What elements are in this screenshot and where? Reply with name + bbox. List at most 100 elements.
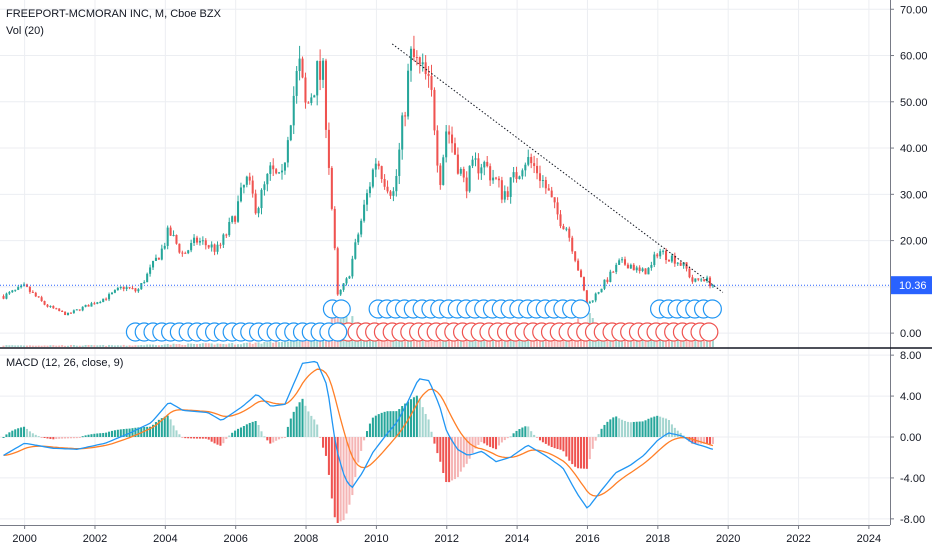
volume-bar bbox=[46, 345, 49, 347]
candle-body bbox=[55, 308, 58, 310]
volume-bar bbox=[503, 338, 506, 347]
volume-bar bbox=[650, 334, 653, 347]
candle-body bbox=[644, 268, 647, 275]
volume-bar bbox=[151, 344, 155, 347]
candle-body bbox=[198, 241, 201, 243]
candle-body bbox=[706, 277, 709, 282]
volume-bar bbox=[533, 337, 536, 347]
macd-histogram-bar bbox=[641, 421, 644, 437]
candle-body bbox=[231, 216, 234, 222]
macd-histogram-bar bbox=[266, 437, 269, 441]
chart-title-legend[interactable]: FREEPORT-MCMORAN INC, M, Cboe BZX bbox=[6, 8, 221, 20]
candle-body bbox=[404, 115, 407, 117]
candle-body bbox=[128, 287, 131, 289]
macd-histogram-bar bbox=[439, 437, 442, 462]
macd-histogram-bar bbox=[445, 437, 448, 483]
macd-histogram-bar bbox=[178, 434, 181, 437]
candle-body bbox=[193, 237, 196, 244]
candle-body bbox=[96, 302, 99, 304]
volume-bar bbox=[43, 345, 46, 347]
macd-histogram-bar bbox=[310, 415, 313, 437]
trend-line[interactable] bbox=[391, 43, 724, 293]
macd-histogram-bar bbox=[418, 398, 421, 437]
macd-histogram-bar bbox=[43, 437, 46, 438]
grid bbox=[0, 0, 890, 525]
event-markers[interactable] bbox=[125, 299, 722, 342]
macd-histogram-bar bbox=[187, 437, 190, 439]
macd-tick-label: 0.00 bbox=[900, 432, 921, 444]
macd-histogram-bar bbox=[169, 419, 172, 437]
macd-histogram-bar bbox=[345, 437, 348, 514]
volume-bar bbox=[234, 344, 237, 347]
volume-bar bbox=[456, 338, 459, 347]
candle-body bbox=[424, 62, 427, 75]
volume-bar bbox=[110, 345, 114, 347]
candle-body bbox=[398, 149, 401, 176]
macd-histogram-bar bbox=[322, 437, 325, 448]
candle-body bbox=[544, 180, 547, 189]
macd-histogram-bar bbox=[278, 437, 281, 440]
last-price-badge bbox=[891, 276, 932, 295]
time-tick-label: 2018 bbox=[646, 533, 670, 545]
macd-histogram-bar bbox=[134, 427, 137, 437]
macd-histogram-bar bbox=[541, 437, 544, 443]
volume-bar bbox=[61, 345, 64, 347]
volume-bar bbox=[670, 336, 673, 347]
candle-body bbox=[415, 57, 418, 59]
volume-bar bbox=[711, 338, 714, 347]
macd-tick-label: 8.00 bbox=[900, 350, 921, 362]
price-tick-label: 30.00 bbox=[900, 189, 928, 201]
candle-body bbox=[25, 284, 28, 287]
macd-legend[interactable]: MACD (12, 26, close, 9) bbox=[6, 357, 124, 369]
volume-bar bbox=[17, 345, 20, 347]
macd-histogram-bar bbox=[635, 421, 638, 437]
candle-body bbox=[154, 257, 157, 261]
macd-histogram-bar bbox=[448, 437, 451, 483]
volume-legend[interactable]: Vol (20) bbox=[6, 25, 44, 37]
volume-bar bbox=[69, 344, 72, 347]
volume-bar bbox=[673, 338, 676, 347]
volume-bar bbox=[143, 345, 146, 347]
candle-body bbox=[527, 157, 530, 165]
macd-histogram-bar bbox=[506, 437, 509, 439]
volume-bar bbox=[269, 341, 272, 347]
volume-bar bbox=[530, 337, 533, 347]
macd-histogram-bar bbox=[301, 398, 304, 437]
last-price-badge-label: 10.36 bbox=[899, 280, 927, 292]
candle-body bbox=[242, 184, 245, 188]
candle-body bbox=[131, 288, 134, 290]
macd-histogram-bar bbox=[125, 428, 128, 437]
volume-bar bbox=[295, 337, 298, 347]
candle-body bbox=[591, 300, 594, 302]
candle-body bbox=[536, 165, 539, 174]
macd-histogram-bar bbox=[5, 434, 8, 437]
macd-histogram-bar bbox=[667, 420, 670, 437]
volume-bar bbox=[2, 345, 5, 347]
candle-body bbox=[538, 173, 542, 181]
candle-body bbox=[280, 170, 284, 173]
volume-bar bbox=[251, 343, 254, 347]
macd-histogram-bar bbox=[154, 422, 157, 437]
dividend-marker bbox=[331, 299, 351, 319]
volume-bar bbox=[266, 342, 269, 347]
candle-body bbox=[421, 62, 424, 65]
macd-histogram-bar bbox=[365, 431, 369, 437]
dividend-marker bbox=[570, 299, 591, 319]
macd-histogram-bar bbox=[708, 437, 712, 445]
macd-histogram-bar bbox=[72, 437, 75, 439]
macd-histogram-bar bbox=[412, 397, 415, 437]
candle-body bbox=[28, 286, 31, 292]
volume-bar bbox=[184, 345, 187, 347]
volume-bar bbox=[140, 345, 143, 347]
time-tick-label: 2014 bbox=[505, 533, 529, 545]
macd-histogram-bar bbox=[190, 437, 193, 439]
candle-body bbox=[195, 237, 199, 243]
candle-body bbox=[433, 89, 436, 131]
candle-body bbox=[518, 176, 521, 180]
candle-body bbox=[676, 262, 679, 264]
volume-bar bbox=[272, 342, 275, 347]
volume-bar bbox=[34, 345, 37, 347]
